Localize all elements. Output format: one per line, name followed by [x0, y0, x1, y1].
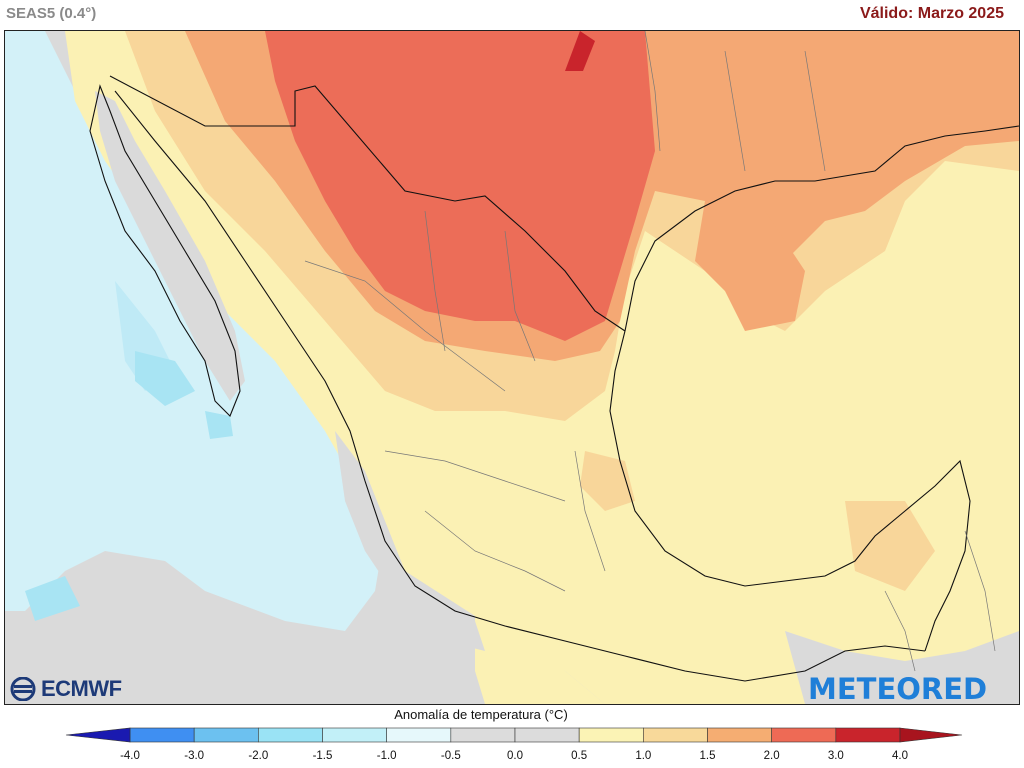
colorbar-cell — [129, 727, 195, 743]
colorbar-cell — [514, 727, 580, 743]
colorbar-tick-label: 4.0 — [892, 750, 908, 762]
central-america-neutral — [785, 631, 1019, 704]
colorbar-cell — [450, 727, 516, 743]
colorbar-tick-label: 0.5 — [571, 750, 588, 762]
colorbar-tick-label: -1.5 — [312, 750, 333, 762]
colorbar-cell — [578, 727, 644, 743]
valid-date-label: Válido: Marzo 2025 — [859, 5, 1004, 22]
colorbar-tick-label: 1.0 — [635, 750, 652, 762]
colorbar-cell — [707, 727, 772, 743]
colorbar-cell — [643, 727, 708, 743]
colorbar-tick-label: -4.0 — [120, 750, 140, 762]
colorbar-low-arrow — [65, 727, 131, 743]
colorbar-tick-label: -1.0 — [376, 750, 397, 762]
colorbar-tick-label: -2.0 — [248, 750, 269, 762]
colorbar-cell — [322, 727, 387, 743]
anomaly-map — [5, 31, 1019, 704]
state-borders — [304, 31, 996, 672]
colorbar-tick-label: 0.0 — [507, 750, 523, 762]
colorbar-cell — [386, 727, 452, 743]
colorbar-tick-label: -3.0 — [184, 750, 205, 762]
colorbar-cell — [771, 727, 837, 743]
colorbar-tick-label: 1.5 — [699, 750, 716, 762]
baja-neutral — [95, 91, 245, 401]
legend-title: Anomalía de temperatura (°C) — [394, 707, 568, 722]
header: SEAS5 (0.4°) Válido: Marzo 2025 — [0, 0, 1024, 30]
ecmwf-emblem-icon — [10, 677, 36, 701]
colorbar — [65, 727, 963, 743]
meteored-logo: METEORED — [808, 672, 988, 706]
colorbar-cell — [193, 727, 259, 743]
colorbar-tick-label: 3.0 — [827, 750, 844, 762]
hot-spot — [565, 31, 595, 71]
colorbar-tick-label: -0.5 — [440, 750, 461, 762]
ecmwf-text: ECMWF — [41, 676, 122, 701]
colorbar-tick-label: 2.0 — [763, 750, 780, 762]
coastline-lines — [89, 75, 1019, 682]
pacific-cold-patch — [205, 411, 233, 439]
southwest-neutral — [335, 431, 485, 651]
colorbar-cell — [835, 727, 901, 743]
pacific-cold-patch — [25, 576, 80, 621]
warm-light-coast — [475, 616, 605, 704]
ecmwf-logo: ECMWF — [8, 676, 122, 702]
colorbar-high-arrow — [899, 727, 963, 743]
map-panel[interactable] — [4, 30, 1020, 705]
colorbar-cell — [258, 727, 323, 743]
warm-mid-yucatan — [845, 501, 935, 591]
pacific-cold-patch — [135, 351, 195, 406]
warm-orange-gulf — [695, 201, 805, 331]
model-label: SEAS5 (0.4°) — [6, 5, 97, 22]
